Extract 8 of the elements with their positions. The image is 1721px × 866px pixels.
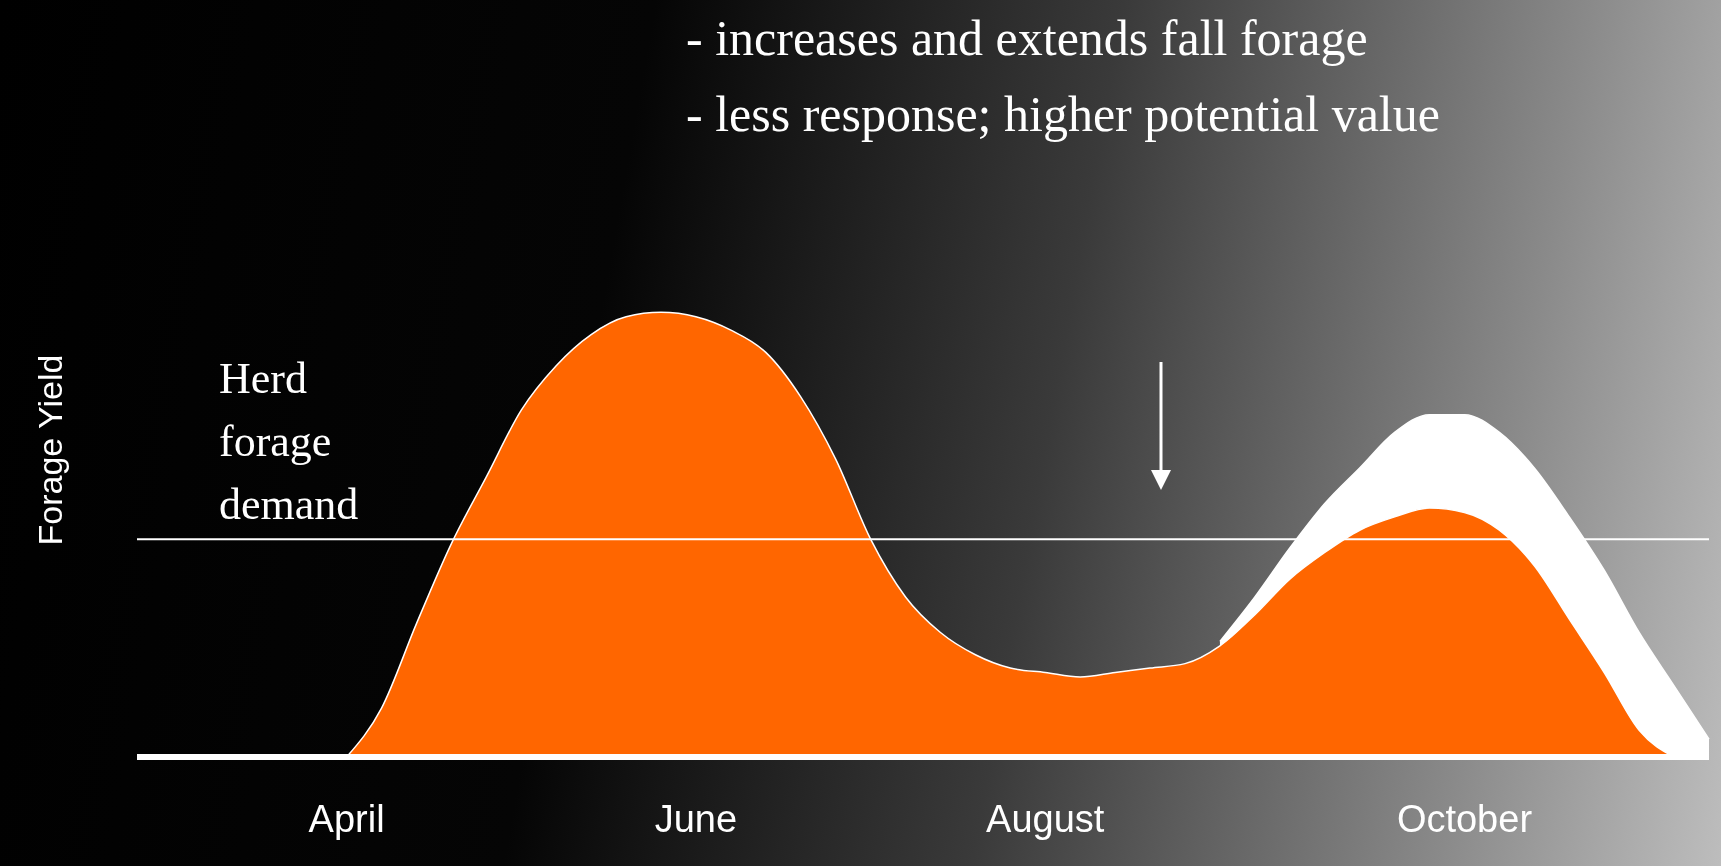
- x-tick-label: October: [1396, 797, 1533, 840]
- y-axis-title: Forage Yield: [30, 354, 70, 546]
- text: - increases and extends fall forage: [686, 9, 1369, 68]
- x-tick-label: April: [308, 797, 385, 840]
- ref-line-label: Herd forage demand: [219, 353, 360, 532]
- text: - less response; higher potential value: [686, 85, 1440, 144]
- x-tick-label: June: [654, 797, 738, 840]
- x-tick-label: August: [986, 797, 1105, 840]
